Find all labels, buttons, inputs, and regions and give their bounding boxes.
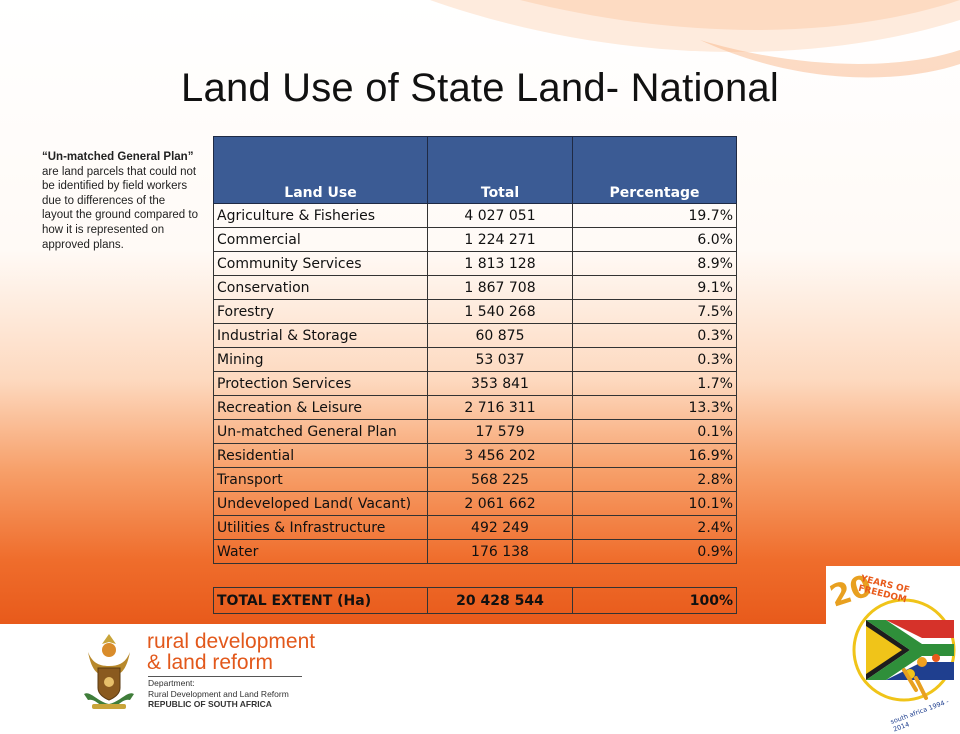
land-use-cell: Protection Services (213, 371, 428, 396)
total-cell: 568 225 (427, 467, 573, 492)
dept-line2: Rural Development and Land Reform (148, 688, 289, 699)
land-use-cell: Residential (213, 443, 428, 468)
land-use-cell: Industrial & Storage (213, 323, 428, 348)
table-total-row: TOTAL EXTENT (Ha) 20 428 544 100% (213, 587, 737, 614)
freedom-badge: 20 YEARS OF FREEDOM south africa 1994 - … (826, 566, 960, 733)
total-cell: 1 224 271 (427, 227, 573, 252)
table-row: Forestry 1 540 268 7.5% (213, 299, 737, 324)
table-spacer-row (213, 563, 737, 588)
land-use-cell: Water (213, 539, 428, 564)
footer (0, 624, 960, 720)
land-use-cell: Undeveloped Land( Vacant) (213, 491, 428, 516)
table-row: Water 176 138 0.9% (213, 539, 737, 564)
percentage-cell: 9.1% (572, 275, 737, 300)
total-percentage-cell: 100% (572, 587, 737, 614)
table-row: Industrial & Storage 60 875 0.3% (213, 323, 737, 348)
total-cell: 3 456 202 (427, 443, 573, 468)
total-cell: 492 249 (427, 515, 573, 540)
spacer-cell (572, 563, 737, 588)
land-use-cell: Agriculture & Fisheries (213, 203, 428, 228)
total-cell: 1 813 128 (427, 251, 573, 276)
page-title: Land Use of State Land- National (181, 66, 779, 110)
footnote-unmatched: “Un-matched General Plan” are land parce… (42, 150, 198, 252)
land-use-table: Land Use Total Percentage Agriculture & … (213, 136, 737, 614)
spacer-cell (427, 563, 573, 588)
land-use-cell: Recreation & Leisure (213, 395, 428, 420)
percentage-cell: 6.0% (572, 227, 737, 252)
table-row: Residential 3 456 202 16.9% (213, 443, 737, 468)
percentage-cell: 19.7% (572, 203, 737, 228)
table-row: Community Services 1 813 128 8.9% (213, 251, 737, 276)
table-row: Utilities & Infrastructure 492 249 2.4% (213, 515, 737, 540)
land-use-cell: Commercial (213, 227, 428, 252)
total-cell: 4 027 051 (427, 203, 573, 228)
percentage-cell: 0.9% (572, 539, 737, 564)
freedom-flag-emblem (852, 598, 956, 702)
land-use-cell: Forestry (213, 299, 428, 324)
table-row: Commercial 1 224 271 6.0% (213, 227, 737, 252)
land-use-cell: Un-matched General Plan (213, 419, 428, 444)
brand-name-line2: & land reform (147, 651, 274, 674)
total-cell: 176 138 (427, 539, 573, 564)
footnote-term: “Un-matched General Plan” (42, 151, 194, 163)
brand-divider (148, 676, 302, 677)
total-cell: 1 540 268 (427, 299, 573, 324)
total-cell: 2 716 311 (427, 395, 573, 420)
total-cell: 353 841 (427, 371, 573, 396)
table-row: Agriculture & Fisheries 4 027 051 19.7% (213, 203, 737, 228)
table-row: Mining 53 037 0.3% (213, 347, 737, 372)
total-cell: 1 867 708 (427, 275, 573, 300)
percentage-cell: 2.8% (572, 467, 737, 492)
header-total: Total (427, 136, 573, 204)
percentage-cell: 13.3% (572, 395, 737, 420)
table-row: Protection Services 353 841 1.7% (213, 371, 737, 396)
header-percentage: Percentage (572, 136, 737, 204)
percentage-cell: 0.3% (572, 347, 737, 372)
percentage-cell: 2.4% (572, 515, 737, 540)
header-land-use: Land Use (213, 136, 428, 204)
percentage-cell: 0.3% (572, 323, 737, 348)
coat-of-arms-logo (84, 634, 134, 709)
percentage-cell: 7.5% (572, 299, 737, 324)
table-row: Conservation 1 867 708 9.1% (213, 275, 737, 300)
total-value-cell: 20 428 544 (427, 587, 573, 614)
decorative-swoosh (430, 0, 960, 78)
footnote-text: are land parcels that could not be ident… (42, 165, 198, 251)
percentage-cell: 1.7% (572, 371, 737, 396)
table-header-row: Land Use Total Percentage (213, 136, 737, 204)
total-cell: 53 037 (427, 347, 573, 372)
land-use-cell: Conservation (213, 275, 428, 300)
land-use-cell: Utilities & Infrastructure (213, 515, 428, 540)
total-cell: 2 061 662 (427, 491, 573, 516)
department-label: Department: Rural Development and Land R… (148, 678, 289, 710)
total-cell: 60 875 (427, 323, 573, 348)
table-row: Un-matched General Plan 17 579 0.1% (213, 419, 737, 444)
percentage-cell: 8.9% (572, 251, 737, 276)
table-row: Recreation & Leisure 2 716 311 13.3% (213, 395, 737, 420)
table-row: Transport 568 225 2.8% (213, 467, 737, 492)
table-row: Undeveloped Land( Vacant) 2 061 662 10.1% (213, 491, 737, 516)
land-use-cell: Transport (213, 467, 428, 492)
dept-line1: Department: (148, 678, 195, 688)
percentage-cell: 10.1% (572, 491, 737, 516)
percentage-cell: 0.1% (572, 419, 737, 444)
percentage-cell: 16.9% (572, 443, 737, 468)
total-label-cell: TOTAL EXTENT (Ha) (213, 587, 428, 614)
land-use-cell: Community Services (213, 251, 428, 276)
spacer-cell (213, 563, 428, 588)
dept-line3: REPUBLIC OF SOUTH AFRICA (148, 699, 272, 709)
total-cell: 17 579 (427, 419, 573, 444)
brand-name-line1: rural development (147, 630, 316, 653)
land-use-cell: Mining (213, 347, 428, 372)
